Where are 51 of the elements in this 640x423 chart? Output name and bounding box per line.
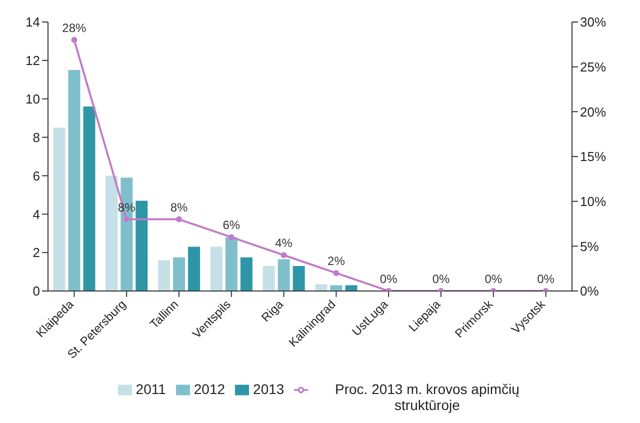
data-label: 0%: [537, 272, 555, 286]
y2-tick-label: 5%: [580, 238, 600, 254]
y-tick-label: 10: [26, 91, 40, 106]
y-tick-label: 4: [32, 206, 40, 222]
bar: [278, 259, 290, 291]
legend-label: 2013: [253, 381, 284, 397]
bar: [210, 246, 222, 291]
y-tick-label: 14: [26, 14, 40, 30]
point: [280, 252, 287, 258]
y-tick-label: 6: [32, 168, 40, 184]
bar: [345, 285, 358, 291]
data-label: 0%: [380, 272, 398, 286]
y2-tick-label: 0%: [580, 284, 600, 299]
point: [333, 270, 340, 276]
y-tick-label: 8: [32, 130, 40, 145]
y-tick-label: 2: [32, 245, 40, 260]
bar: [240, 257, 252, 291]
y2-tick-label: 30%: [580, 14, 606, 30]
data-label: 2%: [328, 254, 346, 268]
y-tick-label: 0: [32, 284, 40, 299]
legend-label: 2012: [194, 381, 226, 397]
bar: [106, 176, 118, 291]
bar: [53, 128, 66, 291]
y2-tick-label: 15%: [580, 149, 606, 164]
y2-tick-label: 20%: [580, 104, 606, 120]
point: [176, 216, 182, 222]
legend-label: 2011: [136, 381, 166, 397]
point: [124, 216, 130, 222]
bar: [68, 70, 80, 291]
bar: [225, 237, 238, 291]
bar: [292, 266, 305, 291]
data-label: 8%: [170, 200, 188, 214]
y-tick-label: 12: [26, 53, 40, 68]
data-label: 28%: [62, 20, 87, 35]
data-label: 4%: [275, 236, 293, 250]
bar: [83, 106, 96, 291]
y2-tick-label: 25%: [580, 59, 606, 74]
bar: [136, 200, 148, 291]
bar: [158, 260, 170, 291]
legend-label: Proc. 2013 m. krovos apimčių struktūroje: [334, 381, 520, 413]
bar: [188, 246, 200, 291]
bar: [173, 257, 186, 291]
data-label: 6%: [222, 218, 240, 232]
data-label: 0%: [432, 272, 450, 286]
point: [71, 36, 78, 43]
point: [228, 234, 234, 240]
y2-tick-label: 10%: [580, 194, 606, 209]
bar: [262, 266, 275, 291]
x-tick-label: Riga: [258, 296, 286, 325]
bar: [330, 285, 342, 291]
data-label: 0%: [484, 272, 502, 286]
